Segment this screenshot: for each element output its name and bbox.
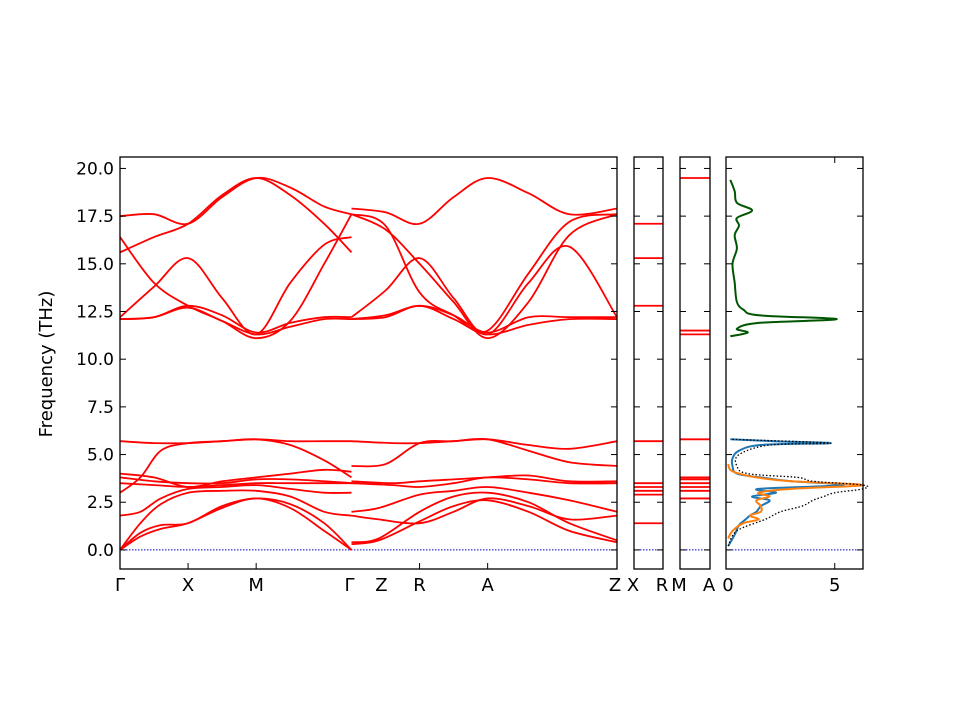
band-line [119, 236, 352, 336]
y-tick-label: 5.0 [87, 446, 114, 466]
k-point-label: A [481, 575, 494, 596]
band-line [351, 486, 618, 513]
y-tick-label: 10.0 [76, 350, 114, 370]
k-point-label: M [671, 575, 687, 596]
dos-series-line [727, 463, 865, 539]
y-tick-label: 0.0 [87, 541, 114, 561]
band-line [351, 177, 618, 226]
y-axis-label: Frequency (THz) [36, 291, 57, 438]
band-line [351, 476, 618, 488]
k-point-label: X [627, 575, 639, 596]
band-line [119, 497, 353, 551]
y-tick-label: 17.5 [76, 207, 114, 227]
band-line [119, 497, 353, 551]
band-line [119, 484, 352, 517]
band-line [119, 482, 352, 488]
dos-x-tick-label: 5 [829, 575, 840, 596]
dos-series-line [727, 438, 869, 547]
ma-frame [679, 156, 711, 570]
band-line [351, 491, 618, 544]
y-tick-label: 15.0 [76, 255, 114, 275]
band-line [350, 244, 618, 336]
dos-x-tick-label: 0 [722, 575, 733, 596]
band-structure-panel: Γ X M Γ Z R A Z0.02.55.07.510.012.515.017.520.0 [76, 156, 621, 596]
band-line [119, 213, 353, 340]
band-line [119, 304, 352, 334]
band-line [119, 476, 352, 485]
y-tick-label: 7.5 [87, 398, 114, 418]
k-point-label: R [656, 575, 669, 596]
band-line [351, 304, 618, 336]
y-tick-label: 2.5 [87, 493, 114, 513]
band-line [119, 177, 353, 254]
k-point-label: Γ [344, 575, 354, 596]
k-point-label: R [413, 575, 426, 596]
band-line [351, 499, 618, 546]
dos-frame [725, 156, 864, 570]
band-line [351, 497, 618, 525]
dos-series-line [729, 179, 838, 338]
band-line [119, 489, 352, 551]
band-line [351, 474, 618, 485]
xr-frame [633, 156, 664, 570]
band-line [119, 176, 352, 226]
band-line [351, 438, 618, 450]
main-frame [119, 156, 618, 570]
k-point-label: A [703, 575, 716, 596]
k-point-label: Z [375, 575, 387, 596]
band-line [119, 306, 352, 336]
k-point-label: M [248, 575, 264, 596]
k-point-label: Γ [115, 575, 125, 596]
y-tick-label: 20.0 [76, 159, 114, 179]
band-line [351, 213, 618, 334]
k-point-label: Z [609, 575, 621, 596]
band-line [119, 468, 352, 488]
y-tick-label: 12.5 [76, 303, 114, 323]
dos-series-line [727, 438, 845, 547]
band-line [119, 438, 352, 445]
k-point-label: X [182, 575, 194, 596]
